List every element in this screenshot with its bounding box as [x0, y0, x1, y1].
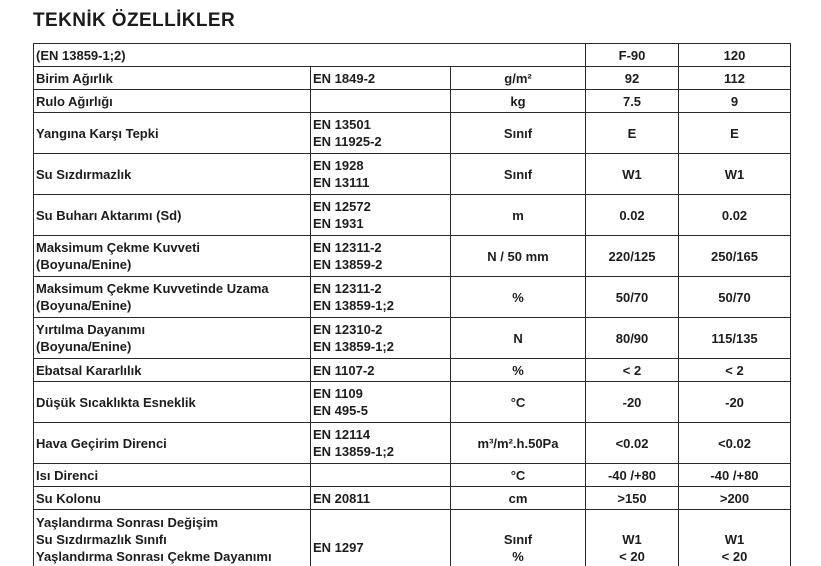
value-f90-cell: -40 /+80	[585, 463, 680, 487]
row-hava-gecirim-direnci: Hava Geçirim Direnci EN 12114 EN 13859-1…	[33, 422, 792, 464]
unit-cell: N / 50 mm	[449, 235, 587, 277]
row-maksimum-cekme-kuvveti: Maksimum Çekme Kuvveti (Boyuna/Enine) EN…	[33, 235, 792, 277]
standard-cell: EN 12114 EN 13859-1;2	[310, 422, 451, 464]
standard-cell: EN 1107-2	[310, 358, 451, 382]
unit-cell: kg	[449, 89, 587, 113]
value-f90-cell: 7.5	[585, 89, 680, 113]
row-maksimum-cekme-kuvvetinde-uzama: Maksimum Çekme Kuvvetinde Uzama (Boyuna/…	[33, 276, 792, 318]
value-f90-cell: >150	[585, 486, 680, 510]
unit-cell: Sınıf % %	[449, 509, 587, 566]
standard-cell: EN 12311-2 EN 13859-1;2	[310, 276, 451, 318]
value-f90-cell: -20	[585, 381, 680, 423]
value-f90-cell: 92	[585, 66, 680, 90]
standard-cell: EN 1849-2	[310, 66, 451, 90]
value-f90-cell: 0.02	[585, 194, 680, 236]
property-cell: Düşük Sıcaklıkta Esneklik	[33, 381, 311, 423]
technical-specs-table: (EN 13859-1;2) F-90 120 Birim Ağırlık EN…	[32, 43, 792, 566]
unit-cell: °C	[449, 381, 587, 423]
value-120-cell: 0.02	[678, 194, 792, 236]
property-cell: Birim Ağırlık	[33, 66, 311, 90]
property-cell: Yangına Karşı Tepki	[33, 112, 311, 154]
value-f90-cell: W1 < 20 < 35	[585, 509, 680, 566]
value-120-cell: >200	[678, 486, 792, 510]
unit-cell: g/m²	[449, 66, 587, 90]
row-yangina-karsi-tepki: Yangına Karşı Tepki EN 13501 EN 11925-2 …	[33, 112, 792, 154]
row-birim-agirlik: Birim Ağırlık EN 1849-2 g/m² 92 112	[33, 66, 792, 90]
value-120-cell: -40 /+80	[678, 463, 792, 487]
row-yirtilma-dayanimi: Yırtılma Dayanımı (Boyuna/Enine) EN 1231…	[33, 317, 792, 359]
unit-cell: %	[449, 276, 587, 318]
table-header-row: (EN 13859-1;2) F-90 120	[32, 43, 792, 67]
value-120-cell: 112	[678, 66, 792, 90]
header-standard-ref-cell: (EN 13859-1;2)	[32, 43, 587, 67]
value-f90-cell: E	[585, 112, 680, 154]
header-product-120-cell: 120	[678, 43, 792, 67]
value-f90-cell: < 2	[585, 358, 680, 382]
standard-cell: EN 13501 EN 11925-2	[310, 112, 451, 154]
row-su-sizdirmazlik: Su Sızdırmazlık EN 1928 EN 13111 Sınıf W…	[33, 153, 792, 195]
unit-cell: Sınıf	[449, 153, 587, 195]
value-120-cell: E	[678, 112, 792, 154]
row-rulo-agirligi: Rulo Ağırlığı kg 7.5 9	[33, 89, 792, 113]
value-120-cell: 250/165	[678, 235, 792, 277]
value-120-cell: < 2	[678, 358, 792, 382]
page-title: TEKNİK ÖZELLİKLER	[33, 10, 236, 31]
property-cell: Su Kolonu	[33, 486, 311, 510]
value-120-cell: <0.02	[678, 422, 792, 464]
value-120-cell: W1	[678, 153, 792, 195]
property-cell: Rulo Ağırlığı	[33, 89, 311, 113]
standard-cell: EN 12311-2 EN 13859-2	[310, 235, 451, 277]
property-cell: Hava Geçirim Direnci	[33, 422, 311, 464]
value-f90-cell: 80/90	[585, 317, 680, 359]
unit-cell: m	[449, 194, 587, 236]
value-f90-cell: W1	[585, 153, 680, 195]
value-f90-cell: <0.02	[585, 422, 680, 464]
standard-cell	[310, 89, 451, 113]
row-su-kolonu: Su Kolonu EN 20811 cm >150 >200	[33, 486, 792, 510]
value-120-cell: W1 < 20 < 35	[678, 509, 792, 566]
row-su-buhari-aktarimi: Su Buharı Aktarımı (Sd) EN 12572 EN 1931…	[33, 194, 792, 236]
unit-cell: N	[449, 317, 587, 359]
property-cell: Yırtılma Dayanımı (Boyuna/Enine)	[33, 317, 311, 359]
row-yaslandirma-sonrasi: Yaşlandırma Sonrası Değişim Su Sızdırmaz…	[33, 509, 792, 566]
value-120-cell: 115/135	[678, 317, 792, 359]
value-f90-cell: 220/125	[585, 235, 680, 277]
property-cell: Yaşlandırma Sonrası Değişim Su Sızdırmaz…	[33, 509, 311, 566]
unit-cell: %	[449, 358, 587, 382]
standard-cell: EN 20811	[310, 486, 451, 510]
row-isi-direnci: Isı Direnci °C -40 /+80 -40 /+80	[33, 463, 792, 487]
standard-cell	[310, 463, 451, 487]
standard-cell: EN 12310-2 EN 13859-1;2	[310, 317, 451, 359]
property-cell: Isı Direnci	[33, 463, 311, 487]
value-120-cell: 9	[678, 89, 792, 113]
standard-cell: EN 1109 EN 495-5	[310, 381, 451, 423]
value-120-cell: -20	[678, 381, 792, 423]
property-cell: Maksimum Çekme Kuvvetinde Uzama (Boyuna/…	[33, 276, 311, 318]
unit-cell: cm	[449, 486, 587, 510]
unit-cell: Sınıf	[449, 112, 587, 154]
property-cell: Maksimum Çekme Kuvveti (Boyuna/Enine)	[33, 235, 311, 277]
unit-cell: °C	[449, 463, 587, 487]
unit-cell: m³/m².h.50Pa	[449, 422, 587, 464]
standard-cell: EN 12572 EN 1931	[310, 194, 451, 236]
row-dusuk-sicaklikta-esneklik: Düşük Sıcaklıkta Esneklik EN 1109 EN 495…	[33, 381, 792, 423]
value-f90-cell: 50/70	[585, 276, 680, 318]
property-cell: Su Buharı Aktarımı (Sd)	[33, 194, 311, 236]
value-120-cell: 50/70	[678, 276, 792, 318]
property-cell: Su Sızdırmazlık	[33, 153, 311, 195]
property-cell: Ebatsal Kararlılık	[33, 358, 311, 382]
header-product-f90-cell: F-90	[585, 43, 680, 67]
row-ebatsal-kararlilik: Ebatsal Kararlılık EN 1107-2 % < 2 < 2	[33, 358, 792, 382]
standard-cell: EN 1928 EN 13111	[310, 153, 451, 195]
standard-cell: EN 1297	[310, 509, 451, 566]
